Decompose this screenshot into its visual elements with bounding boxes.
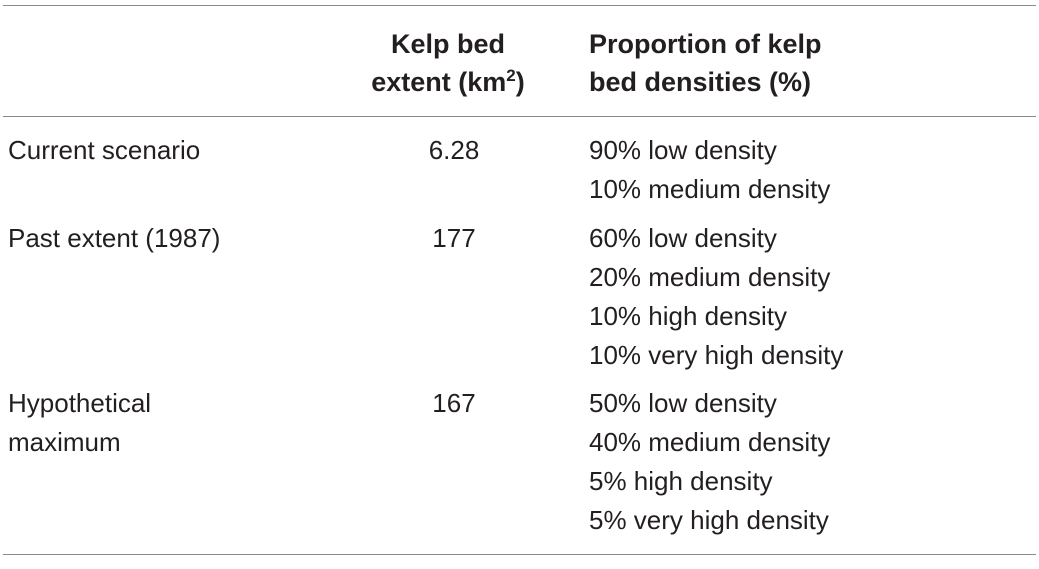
scenario-cell: Past extent (1987) — [3, 219, 321, 384]
table-body: Current scenario 6.28 90% low density 10… — [3, 117, 1036, 550]
scenario-label: maximum — [8, 427, 121, 457]
density-item: 20% medium density — [589, 262, 831, 292]
table-row: Current scenario 6.28 90% low density 10… — [3, 131, 1036, 219]
table-row: Past extent (1987) 177 60% low density 2… — [3, 219, 1036, 384]
density-item: 90% low density — [589, 135, 777, 165]
header-scenario — [3, 6, 321, 116]
bottom-rule — [3, 554, 1036, 555]
extent-cell: 167 — [432, 388, 476, 418]
header-extent-line1: Kelp bed — [390, 29, 505, 59]
header-extent-line2: extent (km2) — [321, 63, 575, 101]
header-extent-superscript: 2 — [506, 66, 516, 85]
header-densities: Proportion of kelp bed densities (%) — [587, 6, 1036, 116]
extent-cell: 6.28 — [428, 135, 480, 165]
density-item: 5% very high density — [589, 505, 829, 535]
densities-cell: 90% low density 10% medium density — [587, 131, 1036, 219]
scenario-label: Past extent (1987) — [8, 223, 221, 253]
extent-cell: 177 — [432, 223, 476, 253]
header-extent: Kelp bed extent (km2) — [321, 6, 587, 116]
top-rule — [3, 5, 1036, 6]
scenario-cell: Hypothetical maximum — [3, 384, 321, 550]
density-item: 60% low density — [589, 223, 777, 253]
density-item: 50% low density — [589, 388, 777, 418]
densities-cell: 60% low density 20% medium density 10% h… — [587, 219, 1036, 384]
density-item: 10% very high density — [589, 340, 844, 370]
scenario-label: Current scenario — [8, 135, 201, 165]
header-densities-line1: Proportion of kelp — [589, 29, 822, 59]
header-extent-unit: extent (km — [371, 67, 507, 97]
header-rule — [3, 116, 1036, 117]
header-densities-line2: bed densities (%) — [589, 67, 812, 97]
density-item: 10% medium density — [589, 174, 831, 204]
table-header: Kelp bed extent (km2) Proportion of kelp… — [3, 6, 1036, 116]
kelp-bed-table: Kelp bed extent (km2) Proportion of kelp… — [3, 5, 1036, 555]
scenario-label: Hypothetical — [8, 388, 152, 418]
densities-cell: 50% low density 40% medium density 5% hi… — [587, 384, 1036, 550]
table-row: Hypothetical maximum 167 50% low density… — [3, 384, 1036, 550]
density-item: 40% medium density — [589, 427, 831, 457]
density-item: 5% high density — [589, 466, 773, 496]
scenario-cell: Current scenario — [3, 131, 321, 219]
density-item: 10% high density — [589, 301, 788, 331]
header-extent-close: ) — [515, 67, 525, 97]
